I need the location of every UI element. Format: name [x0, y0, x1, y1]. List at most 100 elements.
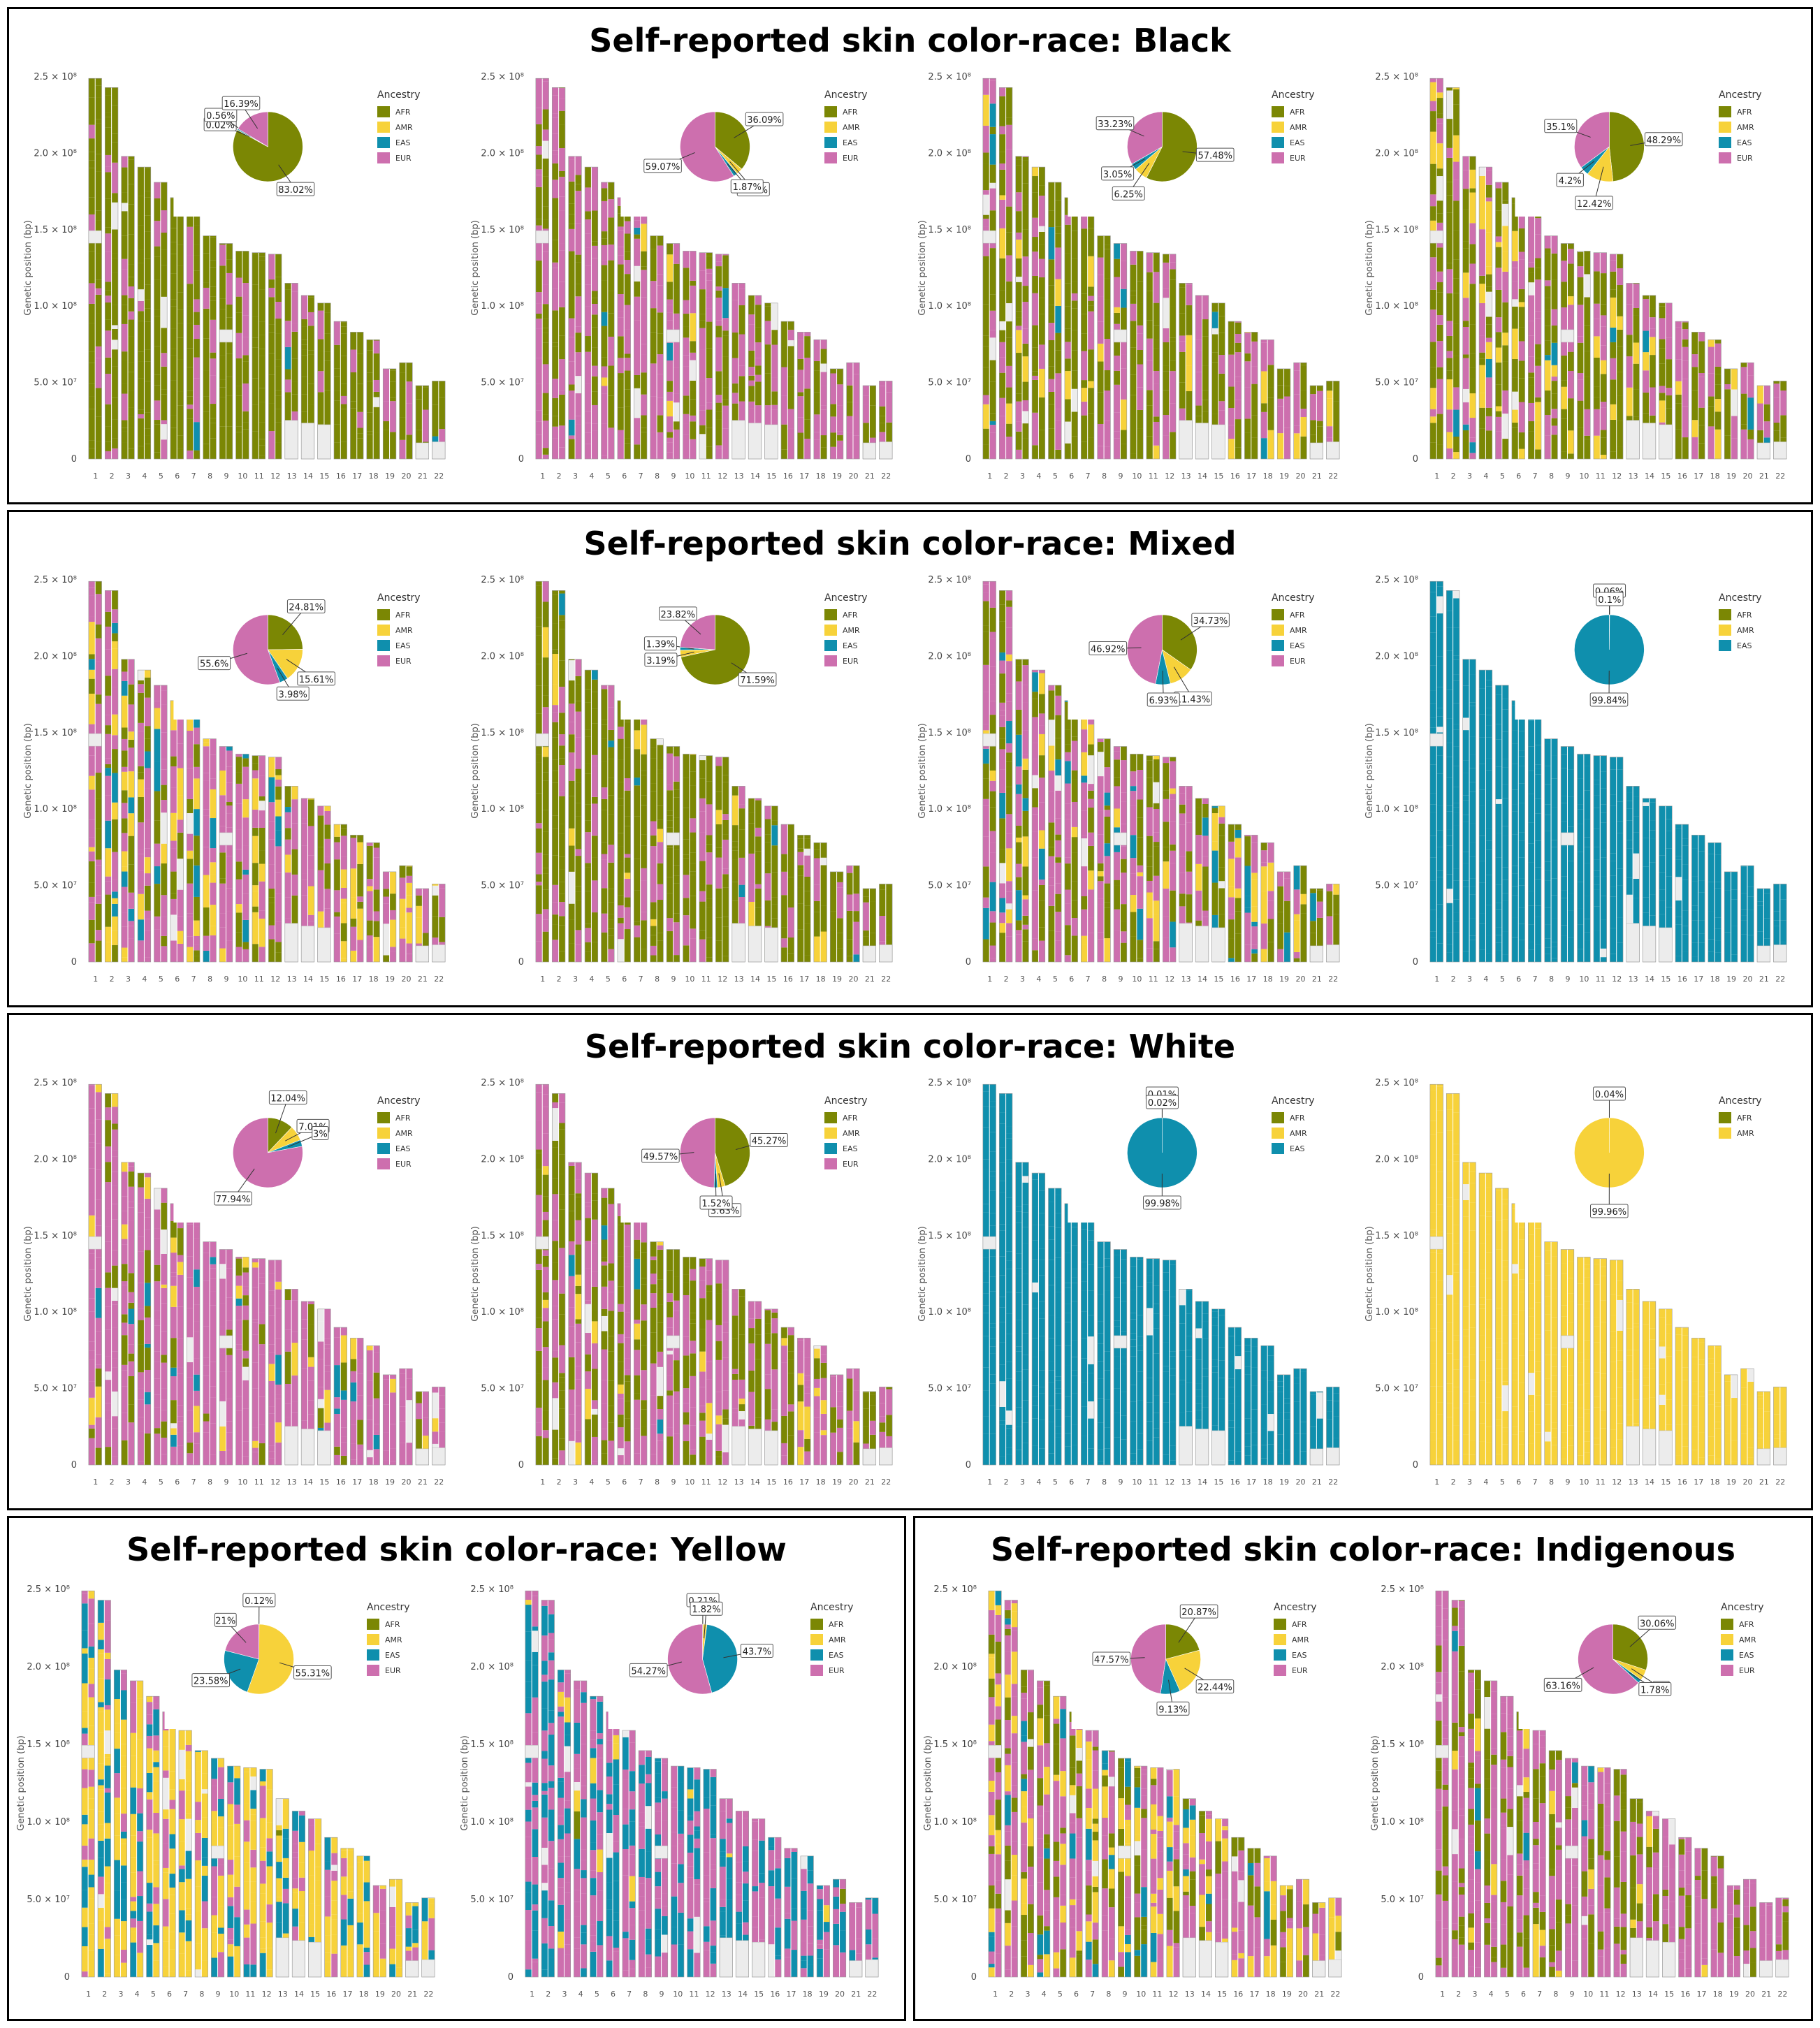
ancestry-segment: [1453, 104, 1459, 136]
ancestry-segment: [242, 817, 249, 846]
ancestry-segment: [982, 256, 989, 275]
ancestry-segment: [170, 355, 177, 381]
ancestry-segment: [575, 393, 582, 416]
ancestry-segment: [1055, 268, 1062, 279]
ancestry-segment: [144, 167, 151, 168]
chromosome-outline: [121, 156, 135, 460]
ancestry-segment: [88, 303, 95, 323]
chromosome-outline: [1195, 295, 1209, 460]
x-tick-label: 9: [1118, 472, 1123, 481]
ancestry-segment: [1146, 918, 1153, 949]
pie-label-box: [1644, 132, 1683, 147]
ancestry-segment: [1666, 314, 1673, 338]
ancestry-segment: [667, 847, 673, 877]
y-axis-label: Genetic position (bp): [917, 723, 928, 819]
ancestry-segment: [439, 917, 446, 942]
ancestry-segment: [1114, 751, 1120, 760]
ancestry-segment: [1626, 848, 1633, 878]
ancestry-segment: [187, 367, 194, 391]
ancestry-segment: [1740, 429, 1747, 459]
ancestry-segment: [1436, 123, 1443, 144]
ancestry-segment: [1659, 363, 1666, 386]
ancestry-segment: [1032, 699, 1038, 717]
ancestry-segment: [552, 438, 559, 459]
ancestry-segment: [1163, 298, 1170, 328]
ancestry-segment: [383, 401, 390, 421]
ancestry-segment: [88, 1084, 95, 1086]
chromosome-bar: [1691, 835, 1705, 963]
ancestry-segment: [650, 935, 657, 946]
chromosome-bar: [203, 738, 217, 963]
ancestry-segment: [334, 344, 340, 369]
ancestry-segment: [1022, 836, 1029, 867]
ancestry-segment: [177, 337, 184, 360]
ancestry-segment: [1104, 856, 1111, 884]
ancestry-segment: [138, 414, 144, 418]
ancestry-segment: [1691, 956, 1698, 962]
ancestry-segment: [1032, 371, 1038, 376]
ancestry-segment: [235, 395, 242, 427]
ancestry-segment: [989, 134, 996, 165]
ancestry-segment: [1715, 384, 1721, 400]
ancestry-segment: [764, 842, 771, 863]
x-tick-label: 14: [1197, 975, 1207, 984]
chromosome-bar: [1593, 755, 1607, 963]
ancestry-segment: [154, 198, 161, 221]
ancestry-segment: [259, 260, 265, 290]
ancestry-segment: [1015, 794, 1022, 826]
ancestry-segment: [1179, 351, 1186, 365]
ancestry-segment: [219, 852, 226, 879]
ancestry-segment: [601, 188, 608, 201]
ancestry-segment: [1244, 896, 1251, 908]
ancestry-segment: [1633, 342, 1640, 364]
pie-label-box: [286, 599, 326, 614]
chromosome-bar: [1276, 368, 1291, 460]
ancestry-segment: [1114, 808, 1120, 828]
ancestry-segment: [690, 399, 697, 416]
ancestry-segment: [187, 404, 194, 409]
ancestry-segment: [568, 703, 575, 722]
ancestry-segment: [552, 198, 559, 219]
ancestry-segment: [542, 941, 549, 962]
ancestry-segment: [210, 818, 217, 849]
ancestry-segment: [334, 376, 340, 391]
ancestry-segment: [1137, 876, 1144, 909]
ancestry-segment: [1511, 203, 1518, 210]
ancestry-segment: [552, 815, 559, 829]
ancestry-segment: [187, 348, 194, 367]
ancestry-segment: [1633, 898, 1640, 914]
ancestry-segment: [226, 395, 233, 427]
gap-region: [1211, 927, 1225, 963]
ancestry-segment: [1429, 665, 1436, 691]
chromosome-outline: [1724, 368, 1738, 460]
ancestry-segment: [1453, 812, 1459, 826]
ancestry-segment: [575, 842, 582, 849]
ancestry-segment: [879, 406, 886, 416]
x-tick-label: 1: [540, 975, 545, 984]
ancestry-segment: [1659, 837, 1666, 856]
ancestry-segment: [1446, 119, 1453, 148]
ancestry-segment: [194, 317, 200, 325]
ancestry-segment: [1518, 840, 1525, 858]
ancestry-segment: [95, 694, 102, 704]
legend-swatch: [1272, 152, 1284, 163]
ancestry-segment: [1088, 861, 1094, 871]
ancestry-segment: [575, 816, 582, 843]
ancestry-segment: [1650, 295, 1656, 309]
ancestry-segment: [187, 850, 194, 859]
ancestry-segment: [1429, 592, 1436, 617]
ancestry-segment: [748, 401, 755, 409]
ancestry-segment: [1446, 757, 1453, 778]
ancestry-segment: [1211, 352, 1218, 363]
ancestry-segment: [1469, 263, 1476, 284]
ancestry-segment: [138, 680, 144, 685]
ancestry-segment: [1446, 623, 1453, 628]
chromosome-outline: [879, 381, 893, 460]
ancestry-segment: [350, 868, 357, 898]
ancestry-segment: [1104, 907, 1111, 939]
ancestry-segment: [1469, 659, 1476, 675]
ancestry-segment: [999, 660, 1006, 674]
ancestry-segment: [535, 941, 542, 962]
ancestry-segment: [1137, 908, 1144, 940]
ancestry-segment: [999, 749, 1006, 770]
